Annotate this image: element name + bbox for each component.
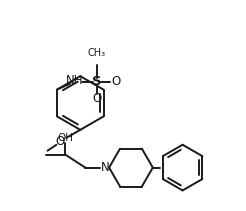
Text: CH₃: CH₃ <box>88 48 106 58</box>
Text: O: O <box>92 92 101 105</box>
Text: N: N <box>101 161 109 174</box>
Text: S: S <box>92 75 102 88</box>
Text: O: O <box>111 75 120 88</box>
Text: NH: NH <box>66 74 84 87</box>
Text: OH: OH <box>57 133 73 143</box>
Text: O: O <box>56 135 65 148</box>
